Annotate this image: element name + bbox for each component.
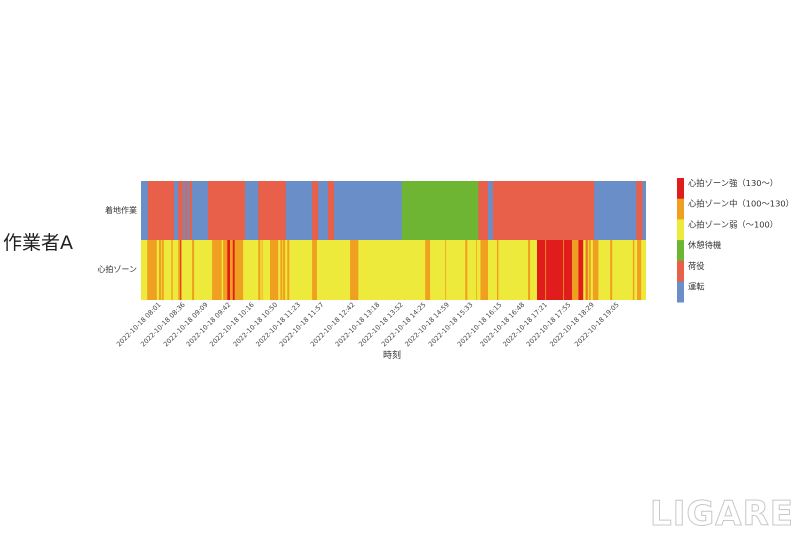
heatmap-cell <box>536 240 573 300</box>
heatmap-cell <box>227 240 230 300</box>
worker-label: 作業者A <box>3 232 73 254</box>
heatmap-cell <box>287 240 290 300</box>
heatmap-cell <box>141 181 148 240</box>
legend-label: 休憩待機 <box>688 240 721 250</box>
legend-label: 心拍ゾーン強（130～） <box>688 178 778 188</box>
heatmap-cell <box>350 240 359 300</box>
heatmap-cell <box>488 181 493 240</box>
heatmap-cell <box>478 181 489 240</box>
legend-swatch <box>677 281 684 303</box>
legend-swatch <box>677 178 684 199</box>
legend-swatch <box>677 219 684 241</box>
legend-label: 運転 <box>688 282 705 292</box>
heatmap-cell <box>545 240 547 300</box>
heatmap-cell <box>183 181 186 240</box>
y-label-row-1: 心拍ゾーン <box>97 265 137 274</box>
legend-label: 心拍ゾーン弱（～100） <box>688 219 778 229</box>
heatmap-cell <box>642 181 646 240</box>
heatmap-cell <box>588 240 591 300</box>
x-tick-label: 2022-10-18 19:05 <box>573 301 621 349</box>
heatmap-cell <box>234 240 244 300</box>
heatmap-cell <box>327 181 335 240</box>
y-label-row-0: 着地作業 <box>105 206 137 215</box>
heatmap-cell <box>185 181 188 240</box>
heatmap-cell <box>161 240 164 300</box>
heatmap-cell <box>465 240 468 300</box>
legend-swatch <box>677 198 684 220</box>
heatmap-cell <box>270 240 279 300</box>
heatmap-cell <box>585 240 587 300</box>
heatmap-cell <box>232 240 235 300</box>
heatmap-cell <box>636 181 643 240</box>
watermark-logo: LIGARE <box>650 494 794 533</box>
heatmap-cell <box>178 240 182 300</box>
heatmap-cell <box>334 181 402 240</box>
heatmap-cell <box>229 240 233 300</box>
heatmap-cell <box>318 181 328 240</box>
heatmap-cell <box>187 181 190 240</box>
heatmap-cell <box>180 240 182 300</box>
heatmap-cell <box>578 240 584 300</box>
heatmap-cell <box>492 181 595 240</box>
heatmap-cell <box>496 240 499 300</box>
heatmap-cell <box>280 240 283 300</box>
heatmap-cell <box>223 240 228 300</box>
x-tick-label: 2022-10-18 18:29 <box>548 301 596 349</box>
heatmap-cell <box>563 240 565 300</box>
heatmap-cell <box>480 240 489 300</box>
heatmap-cell <box>192 240 195 300</box>
x-tick-label: 2022-10-18 08:01 <box>115 301 163 349</box>
heatmap-cell <box>610 240 613 300</box>
heatmap-cell <box>285 181 313 240</box>
heatmap-cell <box>592 240 599 300</box>
heatmap-cell <box>283 240 286 300</box>
heatmap-cell <box>594 181 637 240</box>
legend-label: 荷役 <box>688 261 705 271</box>
heatmap-cell <box>401 181 479 240</box>
heatmap-cell <box>572 240 579 300</box>
heatmap-cell <box>245 181 259 240</box>
heatmap-cell <box>637 240 642 300</box>
heatmap-cell <box>312 181 319 240</box>
heatmap-cell <box>192 181 208 240</box>
heatmap-cell <box>212 240 222 300</box>
heatmap-cell <box>174 181 179 240</box>
heatmap-cell <box>189 181 193 240</box>
legend-swatch <box>677 260 684 282</box>
heatmap-cell <box>261 240 263 300</box>
x-axis-title: 時刻 <box>383 351 402 361</box>
heatmap-cell <box>632 240 635 300</box>
heatmap-cell <box>425 240 431 300</box>
heatmap-cell <box>147 181 175 240</box>
heatmap-cell <box>312 240 317 300</box>
heatmap-cell <box>528 240 531 300</box>
heatmap-cell <box>258 240 261 300</box>
heatmap-cell <box>445 240 447 300</box>
legend-label: 心拍ゾーン中（100～130） <box>688 199 794 209</box>
heatmap-cell <box>207 181 246 240</box>
heatmap-cell <box>178 181 184 240</box>
heatmap-cell <box>171 240 173 300</box>
heatmap-cell <box>476 240 478 300</box>
heatmap-cell <box>258 181 286 240</box>
legend-swatch <box>677 240 684 262</box>
heatmap-cell <box>147 240 157 300</box>
heatmap-cell <box>586 240 588 300</box>
heatmap-cell <box>158 240 162 300</box>
